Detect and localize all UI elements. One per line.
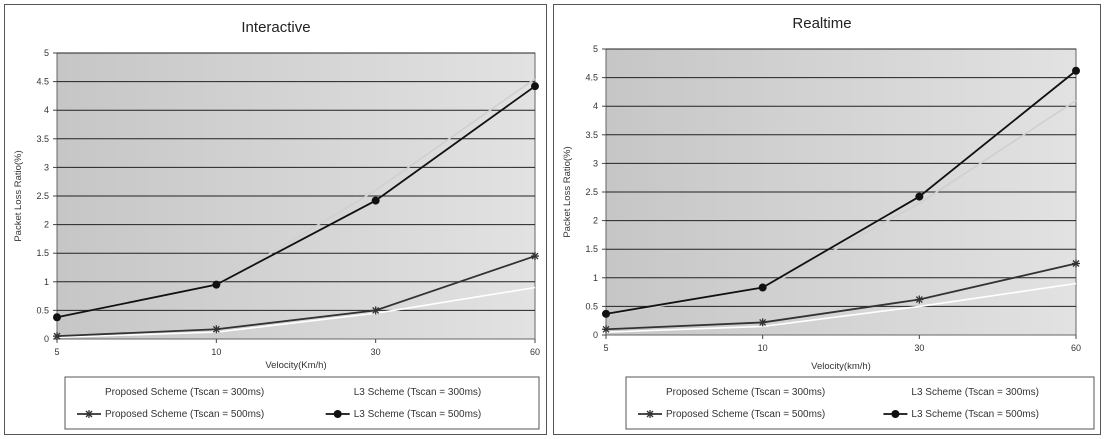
y-tick-label: 3 [593, 158, 598, 168]
legend-box [625, 376, 1095, 430]
x-tick-label: 30 [371, 347, 381, 357]
data-point [53, 332, 61, 341]
x-tick-label: 5 [603, 343, 608, 353]
series-line-1 [56, 286, 536, 339]
y-tick-label: 0.5 [36, 305, 49, 315]
data-point [371, 196, 380, 205]
data-point [915, 295, 924, 304]
legend-label: L3 Scheme (Tscan = 500ms) [911, 409, 1039, 420]
legend-label: Proposed Scheme (Tscan = 500ms) [666, 409, 825, 420]
y-tick-label: 0.5 [585, 301, 598, 311]
x-tick-label: 10 [758, 343, 768, 353]
chart-panel-interactive: Interactive 0 0.5 1 1.5 2 2.5 3 3.5 4 4.5 5 5 10 30 60 V… [4, 4, 547, 435]
y-axis-label: Packet Loss Ratio(%) [13, 150, 24, 241]
data-point [371, 306, 380, 315]
data-point [531, 82, 539, 91]
legend-marker [85, 410, 93, 418]
y-tick-label: 2.5 [36, 191, 49, 201]
y-tick-label: 3.5 [585, 130, 598, 140]
legend-marker [333, 410, 342, 418]
chart-svg-interactive: Interactive 0 0.5 1 1.5 2 2.5 3 3.5 4 4.5 5 5 10 30 60 V… [13, 19, 540, 430]
legend-box [64, 376, 540, 430]
y-tick-label: 2 [593, 216, 598, 226]
x-tick-label: 30 [914, 343, 924, 353]
x-tick-label: 10 [211, 347, 221, 357]
y-axis-label: Packet Loss Ratio(%) [562, 146, 573, 237]
y-tick-label: 4 [44, 105, 49, 115]
y-tick-label: 1 [593, 273, 598, 283]
data-point [212, 280, 221, 289]
legend-label: Proposed Scheme (Tscan = 300ms) [666, 387, 825, 398]
data-point [212, 325, 221, 334]
data-point [915, 192, 924, 201]
legend-label: Proposed Scheme (Tscan = 500ms) [105, 409, 264, 420]
y-tick-label: 4 [593, 101, 598, 111]
y-tick-label: 3 [44, 162, 49, 172]
y-tick-label: 5 [593, 44, 598, 54]
y-tick-label: 2 [44, 220, 49, 230]
y-tick-label: 1 [44, 277, 49, 287]
legend-label: L3 Scheme (Tscan = 300ms) [911, 387, 1039, 398]
x-tick-label: 60 [530, 347, 540, 357]
series-line-4 [56, 85, 536, 319]
legend-marker [891, 410, 900, 418]
series-line-2 [605, 99, 1077, 316]
x-tick-label: 60 [1071, 343, 1081, 353]
chart-title: Realtime [792, 15, 851, 32]
x-tick-label: 5 [54, 347, 59, 357]
chart-svg-realtime: Realtime 0 0.5 1 1.5 2 2.5 3 3.5 4 4.5 5 5 10 30 60 Velo… [562, 15, 1095, 430]
series-line-3 [56, 255, 536, 338]
x-axis-label: Velocity(km/h) [811, 361, 871, 372]
y-tick-label: 4.5 [585, 73, 598, 83]
data-point [531, 252, 539, 261]
chart-title: Interactive [241, 19, 310, 36]
series-line-1 [605, 282, 1077, 333]
series-line-4 [605, 70, 1077, 315]
data-point [602, 325, 610, 334]
data-point [53, 313, 61, 322]
legend-label: L3 Scheme (Tscan = 500ms) [354, 409, 482, 420]
y-tick-label: 3.5 [36, 134, 49, 144]
data-point [602, 309, 610, 318]
legend-marker [646, 410, 654, 418]
y-tick-label: 0 [44, 334, 49, 344]
x-axis-label: Velocity(Km/h) [265, 360, 326, 371]
data-point [1072, 259, 1080, 268]
series-line-3 [605, 262, 1077, 331]
y-tick-label: 4.5 [36, 77, 49, 87]
legend-label: L3 Scheme (Tscan = 300ms) [354, 387, 482, 398]
y-tick-label: 1.5 [36, 248, 49, 258]
data-point [758, 318, 767, 327]
y-tick-label: 5 [44, 48, 49, 58]
chart-panel-realtime: Realtime 0 0.5 1 1.5 2 2.5 3 3.5 4 4.5 5 5 10 30 60 Velo… [553, 4, 1101, 435]
y-tick-label: 0 [593, 330, 598, 340]
legend-label: Proposed Scheme (Tscan = 300ms) [105, 387, 264, 398]
y-tick-label: 2.5 [585, 187, 598, 197]
data-point [758, 283, 767, 292]
y-tick-label: 1.5 [585, 244, 598, 254]
data-point [1072, 66, 1080, 75]
